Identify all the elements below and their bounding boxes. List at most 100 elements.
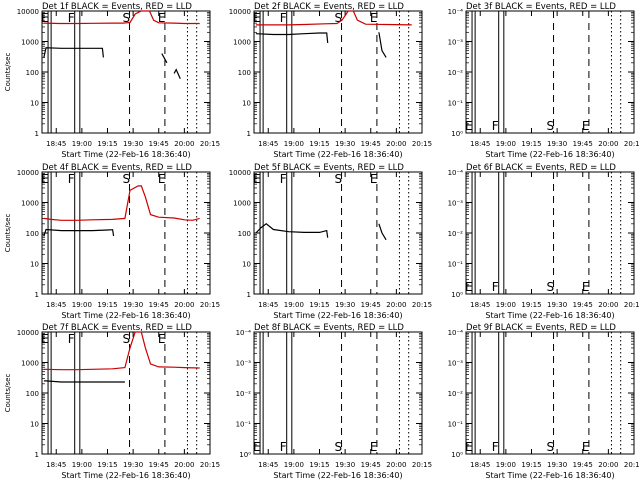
events-series-line (378, 223, 387, 241)
marker-label: S (123, 11, 131, 25)
marker-label: E (465, 440, 473, 454)
y-tick-label: 10⁻⁴ (448, 8, 464, 16)
x-tick-label: 19:15 (521, 301, 541, 309)
y-tick-label: 1000 (21, 200, 39, 208)
marker-label: E (41, 11, 49, 25)
x-tick-label: 19:15 (521, 140, 541, 148)
panel-title: Det 5f BLACK = Events, RED = LLD (254, 163, 404, 173)
x-tick-label: 18:45 (470, 301, 490, 309)
x-tick-label: 19:30 (547, 301, 567, 309)
y-tick-label: 10⁻³ (448, 200, 464, 208)
x-tick-label: 19:00 (496, 140, 516, 148)
plot-frame (41, 171, 211, 295)
marker-label: S (123, 332, 131, 346)
marker-label: F (68, 11, 75, 25)
y-tick-label: 10000 (229, 169, 251, 177)
x-tick-label: 19:30 (123, 461, 143, 469)
x-tick-label: 20:15 (412, 461, 432, 469)
y-tick-label: 10⁻⁴ (448, 169, 464, 177)
x-tick-label: 19:15 (97, 301, 117, 309)
plot-frame (253, 10, 423, 134)
marker-label: S (335, 440, 343, 454)
marker-label: E (158, 11, 166, 25)
panel-title: Det 6f BLACK = Events, RED = LLD (466, 163, 616, 173)
y-tick-label: 100 (238, 69, 251, 77)
y-axis-label: Counts/sec (4, 53, 12, 92)
x-tick-label: 19:00 (284, 461, 304, 469)
x-tick-label: 20:00 (598, 140, 618, 148)
y-tick-label: 10⁻² (448, 390, 464, 398)
marker-label: F (492, 119, 499, 133)
x-tick-label: 19:15 (309, 140, 329, 148)
y-tick-label: 10⁰ (451, 291, 463, 299)
panel-3: Det 3f BLACK = Events, RED = LLD Start Ti… (448, 2, 640, 159)
y-tick-label: 10⁻³ (236, 360, 252, 368)
x-tick-label: 19:00 (284, 301, 304, 309)
x-tick-label: 19:00 (496, 461, 516, 469)
marker-label: F (68, 172, 75, 186)
marker-label: E (253, 172, 261, 186)
y-tick-label: 1 (247, 130, 251, 138)
panel-title: Det 8f BLACK = Events, RED = LLD (254, 323, 404, 333)
marker-label: E (370, 11, 378, 25)
events-series-line (43, 228, 115, 237)
lld-series-line (255, 10, 412, 26)
panel-7: Det 7f BLACK = Events, RED = LLD Start Ti… (4, 323, 220, 480)
x-tick-label: 19:00 (72, 461, 92, 469)
x-tick-label: 20:00 (174, 301, 194, 309)
x-tick-label: 18:45 (46, 140, 66, 148)
x-tick-label: 18:45 (258, 301, 278, 309)
y-tick-label: 1 (35, 291, 39, 299)
y-tick-label: 1 (35, 451, 39, 459)
marker-label: E (253, 11, 261, 25)
y-tick-label: 1 (247, 291, 251, 299)
marker-label: F (280, 172, 287, 186)
plot-frame (253, 171, 423, 295)
events-series-line (43, 47, 104, 58)
panel-8: Det 8f BLACK = Events, RED = LLD Start Ti… (236, 323, 433, 480)
x-tick-label: 20:15 (624, 301, 640, 309)
x-tick-label: 19:45 (149, 461, 169, 469)
plot-frame (253, 331, 423, 455)
marker-label: S (335, 11, 343, 25)
marker-label: S (123, 172, 131, 186)
x-tick-label: 18:45 (46, 301, 66, 309)
x-tick-label: 19:45 (149, 301, 169, 309)
x-tick-label: 19:00 (284, 140, 304, 148)
y-axis-label: Counts/sec (4, 374, 12, 413)
x-axis-label: Start Time (22-Feb-16 18:36:40) (485, 471, 614, 480)
y-tick-label: 10000 (17, 329, 39, 337)
x-tick-label: 19:30 (547, 461, 567, 469)
y-tick-label: 10000 (229, 8, 251, 16)
x-tick-label: 20:15 (624, 461, 640, 469)
panel-title: Det 9f BLACK = Events, RED = LLD (466, 323, 616, 333)
x-tick-label: 19:00 (496, 301, 516, 309)
plot-frame (41, 331, 211, 455)
panel-title: Det 4f BLACK = Events, RED = LLD (42, 163, 192, 173)
panel-6: Det 6f BLACK = Events, RED = LLD Start Ti… (448, 163, 640, 320)
x-tick-label: 19:30 (335, 301, 355, 309)
x-tick-label: 19:45 (573, 461, 593, 469)
y-tick-label: 10⁻² (448, 230, 464, 238)
plot-frame (465, 10, 635, 134)
y-tick-label: 100 (26, 390, 39, 398)
x-tick-label: 19:15 (309, 461, 329, 469)
lld-series-line (43, 331, 200, 371)
x-tick-label: 20:15 (412, 140, 432, 148)
marker-label: E (370, 172, 378, 186)
marker-label: S (335, 172, 343, 186)
events-series-line (255, 32, 329, 43)
plot-frame (41, 10, 211, 134)
x-tick-label: 18:45 (258, 461, 278, 469)
marker-label: E (465, 119, 473, 133)
y-tick-label: 10 (30, 100, 39, 108)
events-series-line (255, 223, 329, 238)
x-tick-label: 19:00 (72, 301, 92, 309)
marker-label: E (370, 440, 378, 454)
events-series-line (378, 32, 387, 58)
events-series-line (161, 53, 168, 64)
x-tick-label: 19:45 (573, 140, 593, 148)
x-axis-label: Start Time (22-Feb-16 18:36:40) (273, 471, 402, 480)
panel-title: Det 3f BLACK = Events, RED = LLD (466, 2, 616, 12)
